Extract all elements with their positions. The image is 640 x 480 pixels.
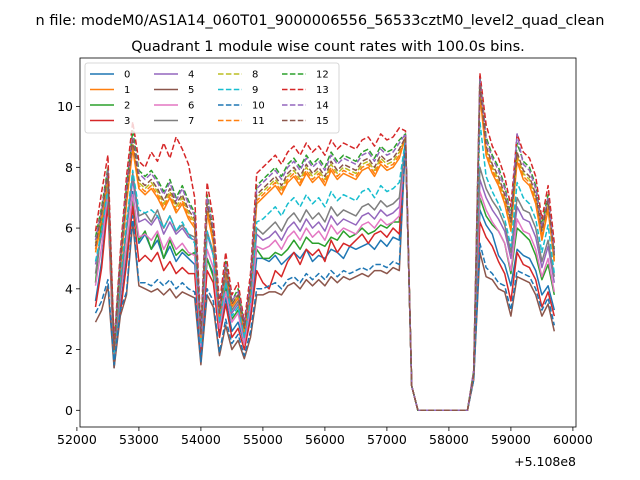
legend-label-11: 11 [252, 116, 265, 127]
axes-layer: 52000 53000 54000 55000 56000 57000 58000 59000… [57, 99, 593, 447]
plot-frame-border [79, 57, 577, 428]
legend-label-9: 9 [252, 85, 258, 96]
legend-box [84, 62, 340, 134]
x-offset-label: +5.108e8 [514, 454, 576, 469]
y-tick-label: 10 [57, 99, 73, 114]
x-tick-label: 54000 [181, 432, 221, 447]
x-tick-label: 53000 [119, 432, 159, 447]
x-tick-label: 56000 [305, 432, 345, 447]
x-tick-label: 60000 [553, 432, 593, 447]
legend-label-6: 6 [188, 101, 194, 112]
legend-label-7: 7 [188, 116, 194, 127]
figure-suptitle: n file: modeM0/AS1A14_060T01_9000006556_… [36, 13, 605, 29]
legend-label-5: 5 [188, 85, 194, 96]
x-tick-label: 58000 [429, 432, 469, 447]
x-tick-label: 59000 [491, 432, 531, 447]
y-tick-label: 6 [65, 221, 73, 236]
chart-title: Quadrant 1 module wise count rates with … [131, 39, 525, 55]
series-line-14 [94, 78, 556, 412]
series-line-15 [94, 84, 556, 412]
y-tick-label: 0 [65, 403, 73, 418]
legend-label-13: 13 [316, 85, 329, 96]
x-tick-label: 55000 [243, 432, 283, 447]
legend-label-12: 12 [316, 70, 329, 81]
legend-label-1: 1 [124, 85, 130, 96]
x-tick-label: 57000 [367, 432, 407, 447]
legend-label-2: 2 [124, 101, 130, 112]
y-tick-label: 8 [65, 160, 73, 175]
legend-label-4: 4 [188, 70, 194, 81]
x-tick-label: 52000 [57, 432, 97, 447]
y-tick-label: 2 [65, 342, 73, 357]
series-layer [94, 72, 556, 412]
legend-label-3: 3 [124, 116, 130, 127]
legend-label-15: 15 [316, 116, 329, 127]
legend-label-10: 10 [252, 101, 265, 112]
legend-label-0: 0 [124, 70, 130, 81]
series-line-10 [94, 139, 556, 412]
legend-label-14: 14 [316, 101, 329, 112]
legend-label-8: 8 [252, 70, 258, 81]
y-tick-label: 4 [65, 281, 73, 296]
